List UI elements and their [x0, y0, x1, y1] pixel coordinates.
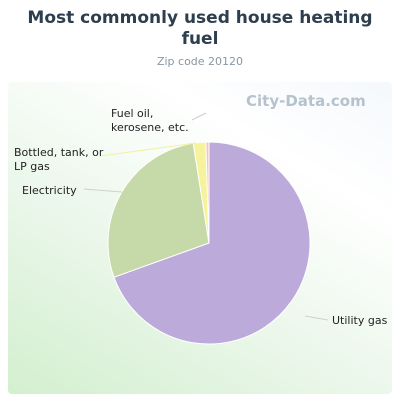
pie-slice [107, 142, 210, 278]
chart-title: Most commonly used house heating fuel [27, 8, 373, 49]
leader-line [83, 188, 123, 193]
slice-label: Bottled, tank, or LP gas [14, 146, 104, 173]
watermark: City-Data.com [246, 92, 366, 110]
leader-line [99, 142, 197, 157]
leader-line [304, 315, 329, 321]
chart-subtitle: Zip code 20120 [156, 55, 244, 68]
pie-slice [205, 141, 210, 244]
slice-label: Electricity [22, 184, 77, 197]
slice-label: Fuel oil, kerosene, etc. [111, 107, 189, 134]
slice-label: Utility gas [332, 314, 388, 327]
pie-slice [113, 141, 311, 345]
leader-line [191, 112, 207, 121]
